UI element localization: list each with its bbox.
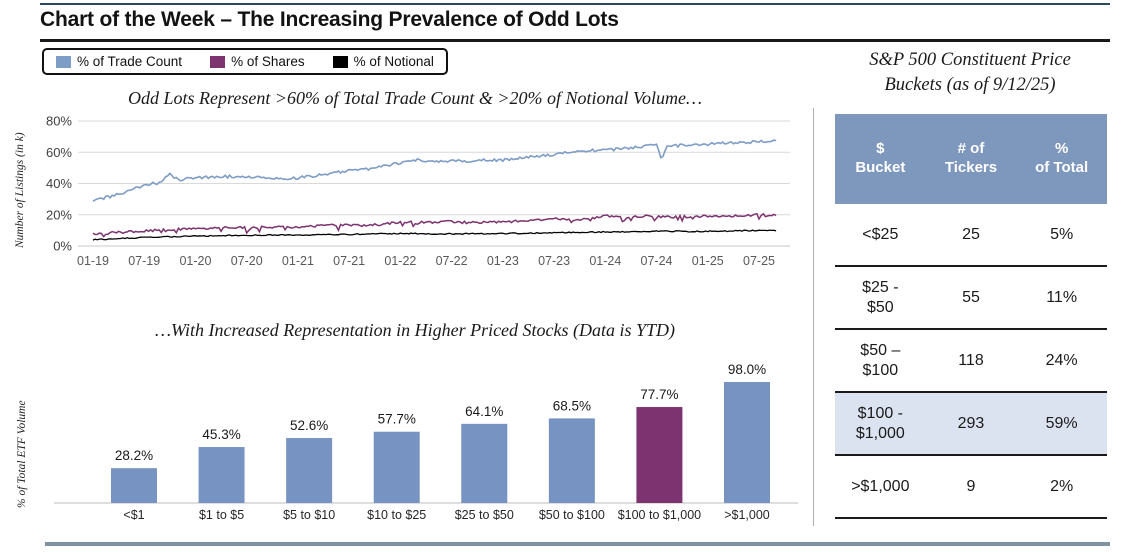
line-chart-title: Odd Lots Represent >60% of Total Trade C… [128, 88, 702, 108]
x-tick-label: 01-20 [179, 254, 211, 268]
bucket-cell: $50 – $100 [860, 342, 901, 379]
tickers-cell: 9 [966, 477, 976, 495]
bar-chart: 28.2% <$1 45.3% $1 to $5 52.6% $5 to $10 57.7%… [54, 362, 798, 522]
table-header-cell: # of Tickers [944, 140, 998, 176]
pct-cell: 11% [1046, 288, 1078, 306]
x-tick-label: 07-22 [436, 254, 468, 268]
bar-4 [461, 423, 508, 503]
table-header-cell: $ Bucket [855, 140, 906, 176]
legend-swatch-icon [332, 55, 348, 68]
bar-category-label: $10 to $25 [367, 508, 426, 522]
y-tick-label: 0% [53, 239, 72, 254]
table-row: $25 - $50 55 11% [835, 267, 1107, 330]
y-tick-label: 80% [46, 114, 72, 129]
bar-0 [111, 468, 157, 503]
top-border-line [40, 3, 1110, 5]
x-tick-label: 07-23 [538, 254, 570, 268]
tickers-cell: 25 [962, 225, 980, 243]
legend-swatch-icon [56, 55, 71, 68]
table-header-cell: % of Total [1035, 140, 1089, 176]
x-tick-label: 07-24 [641, 254, 673, 268]
bar-category-label: $25 to $50 [455, 508, 514, 522]
bar-category-label: >$1,000 [724, 508, 770, 522]
pct-cell: 5% [1050, 225, 1074, 243]
bar-value-label: 57.7% [378, 412, 416, 427]
x-tick-label: 01-25 [692, 254, 724, 268]
bar-value-label: 68.5% [553, 398, 591, 413]
x-tick-label: 01-19 [77, 254, 109, 268]
line-series-1 [92, 212, 777, 238]
table-row: $50 – $100 118 24% [835, 330, 1107, 393]
legend-label: % of Shares [231, 54, 305, 69]
legend-item-2: % of Notional [332, 54, 434, 69]
bucket-cell: >$1,000 [851, 477, 910, 495]
legend-item-0: % of Trade Count [56, 54, 182, 69]
table-title: S&P 500 Constituent Price Buckets (as of… [828, 48, 1112, 98]
pct-cell: 59% [1045, 414, 1078, 432]
table-title-line1: S&P 500 Constituent Price [869, 50, 1071, 70]
vertical-divider [813, 108, 814, 526]
x-tick-label: 07-20 [231, 254, 263, 268]
bar-3 [373, 431, 420, 503]
bar-category-label: <$1 [123, 508, 144, 522]
table-row: <$25 25 5% [835, 204, 1107, 267]
bar-2 [286, 438, 333, 503]
x-tick-label: 01-21 [282, 254, 314, 268]
legend-label: % of Trade Count [77, 54, 183, 69]
bar-category-label: $5 to $10 [283, 508, 335, 522]
x-tick-label: 01-24 [589, 254, 621, 268]
bar-category-label: $50 to $100 [539, 508, 605, 522]
bar-7 [723, 381, 770, 503]
bar-5 [548, 418, 595, 503]
pct-cell: 2% [1050, 477, 1074, 495]
tickers-cell: 55 [962, 288, 980, 306]
bar-category-label: $1 to $5 [199, 508, 244, 522]
x-tick-label: 07-25 [743, 254, 775, 268]
bar-chart-title: …With Increased Representation in Higher… [154, 320, 676, 340]
table-title-line2: Buckets (as of 9/12/25) [884, 74, 1056, 95]
table-row: $100 - $1,000 293 59% [835, 393, 1107, 456]
bar-value-label: 64.1% [465, 404, 503, 419]
x-tick-label: 07-21 [333, 254, 365, 268]
legend-label: % of Notional [353, 54, 434, 69]
tickers-cell: 118 [958, 351, 984, 369]
line-chart-y-axis-label: Number of Listings (in k) [14, 132, 26, 248]
y-tick-label: 60% [46, 145, 72, 160]
price-bucket-table: $ Bucket # of Tickers % of Total <$25 25 5% $25 -… [835, 114, 1107, 519]
pct-cell: 24% [1045, 351, 1078, 369]
bar-6 [636, 407, 683, 503]
line-series-0 [92, 139, 777, 202]
x-tick-label: 01-22 [384, 254, 416, 268]
bar-value-label: 52.6% [290, 418, 328, 433]
page-title: Chart of the Week – The Increasing Preva… [40, 8, 619, 31]
table-row: >$1,000 9 2% [835, 456, 1107, 519]
bar-value-label: 77.7% [640, 387, 678, 402]
y-tick-label: 20% [46, 207, 72, 222]
bucket-cell: $100 - $1,000 [855, 405, 905, 442]
chart-legend: % of Trade Count % of Shares % of Notional [42, 48, 448, 75]
bar-value-label: 28.2% [115, 448, 153, 463]
title-underline [40, 39, 1110, 42]
bottom-border-line [45, 542, 1110, 546]
bucket-cell: $25 - $50 [862, 279, 899, 316]
table-header-row: $ Bucket # of Tickers % of Total [835, 114, 1107, 204]
bucket-cell: <$25 [862, 225, 899, 243]
y-tick-label: 40% [46, 176, 72, 191]
bar-value-label: 98.0% [728, 362, 766, 377]
line-chart: 80% 60% 40% 20% 0% 01-19 07-19 01-20 07-20 01-21 0… [46, 114, 790, 268]
line-series-2 [92, 229, 777, 241]
bar-chart-y-axis-label: % of Total ETF Volume [16, 400, 28, 508]
x-tick-label: 01-23 [487, 254, 519, 268]
bar-1 [198, 447, 245, 503]
bar-value-label: 45.3% [202, 427, 240, 442]
x-tick-label: 07-19 [128, 254, 160, 268]
legend-item-1: % of Shares [210, 54, 305, 69]
bar-category-label: $100 to $1,000 [618, 508, 701, 522]
tickers-cell: 293 [957, 414, 985, 432]
legend-swatch-icon [210, 55, 226, 68]
